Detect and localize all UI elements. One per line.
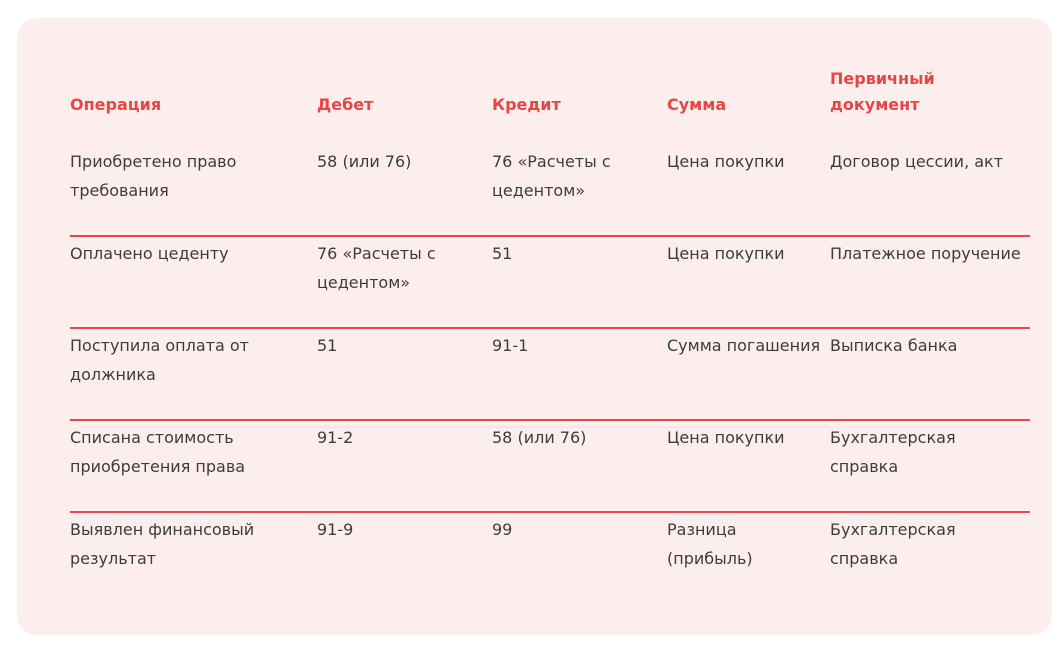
header-amount: Сумма <box>667 95 727 114</box>
cell-operation: Приобретено право требования <box>70 152 237 200</box>
cell-credit: 91-1 <box>492 336 529 355</box>
table-row: Выявлен финансовый результат 91-9 99 Раз… <box>70 512 1030 607</box>
cell-debit: 91-2 <box>317 428 354 447</box>
table-row: Списана стоимость приобретения права 91-… <box>70 420 1030 512</box>
header-operation: Операция <box>70 95 162 114</box>
table-row: Приобретено право требования 58 (или 76)… <box>70 145 1030 236</box>
cell-document: Договор цессии, акт <box>830 152 1004 171</box>
cell-credit: 99 <box>492 520 513 539</box>
cell-document: Платежное поручение <box>830 244 1021 263</box>
cell-document: Бухгалтерская справка <box>830 520 956 568</box>
header-primary-document: Первичный документ <box>830 69 935 114</box>
cell-operation: Выявлен финансовый результат <box>70 520 255 568</box>
header-credit: Кредит <box>492 95 561 114</box>
table-row: Оплачено цеденту 76 «Расчеты с цедентом»… <box>70 236 1030 328</box>
accounting-entries-table: Операция Дебет Кредит Сумма Первичный до… <box>70 66 1030 607</box>
cell-amount: Разница (прибыль) <box>667 520 753 568</box>
cell-debit: 51 <box>317 336 338 355</box>
cell-amount: Цена покупки <box>667 152 785 171</box>
cell-debit: 91-9 <box>317 520 354 539</box>
cell-document: Бухгалтерская справка <box>830 428 956 476</box>
cell-operation: Оплачено цеденту <box>70 244 229 263</box>
table-row: Поступила оплата от должника 51 91-1 Сум… <box>70 328 1030 420</box>
table-header-row: Операция Дебет Кредит Сумма Первичный до… <box>70 66 1030 145</box>
table-card: Операция Дебет Кредит Сумма Первичный до… <box>17 18 1052 635</box>
cell-operation: Поступила оплата от должника <box>70 336 249 384</box>
cell-credit: 58 (или 76) <box>492 428 587 447</box>
cell-debit: 76 «Расчеты с цедентом» <box>317 244 436 292</box>
header-debit: Дебет <box>317 95 374 114</box>
cell-credit: 76 «Расчеты с цедентом» <box>492 152 611 200</box>
cell-amount: Цена покупки <box>667 428 785 447</box>
cell-amount: Цена покупки <box>667 244 785 263</box>
cell-operation: Списана стоимость приобретения права <box>70 428 246 476</box>
cell-debit: 58 (или 76) <box>317 152 412 171</box>
cell-credit: 51 <box>492 244 513 263</box>
cell-amount: Сумма погашения <box>667 336 821 355</box>
cell-document: Выписка банка <box>830 336 958 355</box>
